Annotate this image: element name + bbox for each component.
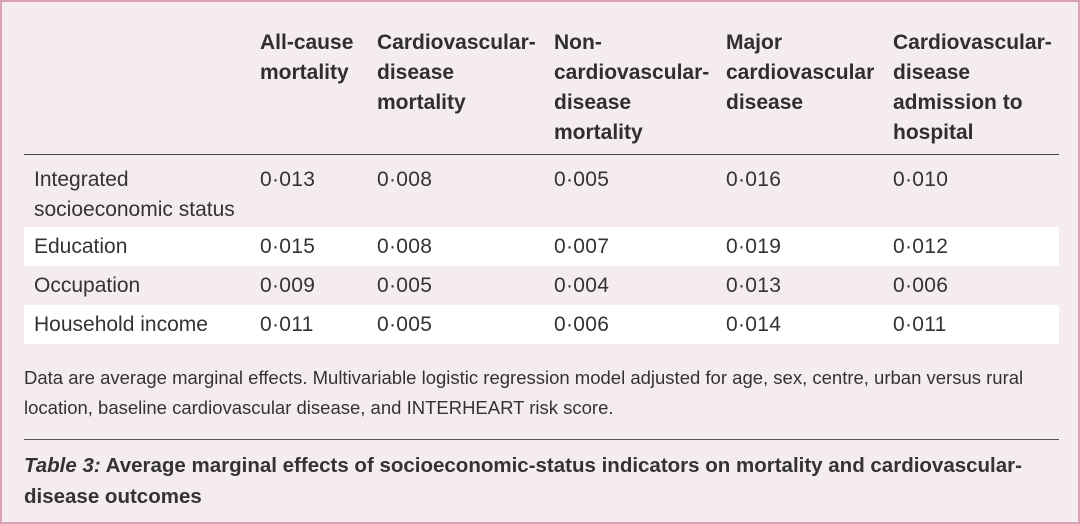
column-header-all-cause-mortality: All-cause mortality <box>260 31 354 84</box>
table-cell: 0·019 <box>726 235 782 258</box>
table-cell: 0·014 <box>726 313 782 336</box>
table-cell: 0·011 <box>893 313 947 336</box>
table-cell: 0·013 <box>260 168 316 191</box>
table-cell: 0·009 <box>260 274 316 297</box>
table-cell: 0·005 <box>377 274 433 297</box>
table-row: Integrated socioeconomic status 0·013 0·… <box>24 155 1059 227</box>
data-table: All-cause mortality Cardiovascular- dise… <box>24 18 1059 344</box>
table-cell: 0·013 <box>726 274 782 297</box>
table-row: Education 0·015 0·008 0·007 0·019 0·012 <box>24 227 1059 266</box>
table-cell: 0·016 <box>726 168 782 191</box>
caption-text: Average marginal effects of socioeconomi… <box>24 454 1022 508</box>
table-cell: 0·010 <box>893 168 949 191</box>
table-row: Occupation 0·009 0·005 0·004 0·013 0·006 <box>24 266 1059 305</box>
column-header-cardiovascular-disease-mortality: Cardiovascular- disease mortality <box>377 31 536 114</box>
column-header-non-cardiovascular-disease-mortality: Non- cardiovascular- disease mortality <box>554 31 710 144</box>
table-cell: 0·015 <box>260 235 316 258</box>
table-footnote: Data are average marginal effects. Multi… <box>24 367 1024 418</box>
table-cell: 0·004 <box>554 274 610 297</box>
table-cell: 0·008 <box>377 235 433 258</box>
table-cell: 0·006 <box>893 274 949 297</box>
table-cell: 0·012 <box>893 235 949 258</box>
table-row: Household income 0·011 0·005 0·006 0·014… <box>24 305 1059 344</box>
column-header-cvd-admission-to-hospital: Cardiovascular- disease admission to hos… <box>893 31 1052 144</box>
column-header-major-cardiovascular-disease: Major cardiovascular disease <box>726 31 875 114</box>
table-cell: 0·011 <box>260 313 314 336</box>
table-cell: 0·005 <box>377 313 433 336</box>
table-cell: 0·007 <box>554 235 610 258</box>
row-label: Household income <box>34 313 208 336</box>
table-header-row: All-cause mortality Cardiovascular- dise… <box>24 18 1059 155</box>
table-caption: Table 3: Average marginal effects of soc… <box>24 450 1059 512</box>
row-label: Education <box>34 235 128 258</box>
table-cell: 0·006 <box>554 313 610 336</box>
row-label: Occupation <box>34 274 141 297</box>
table-cell: 0·008 <box>377 168 433 191</box>
caption-divider <box>24 439 1059 440</box>
row-label: Integrated socioeconomic status <box>34 168 235 221</box>
caption-label: Table 3: <box>24 454 101 477</box>
table-cell: 0·005 <box>554 168 610 191</box>
